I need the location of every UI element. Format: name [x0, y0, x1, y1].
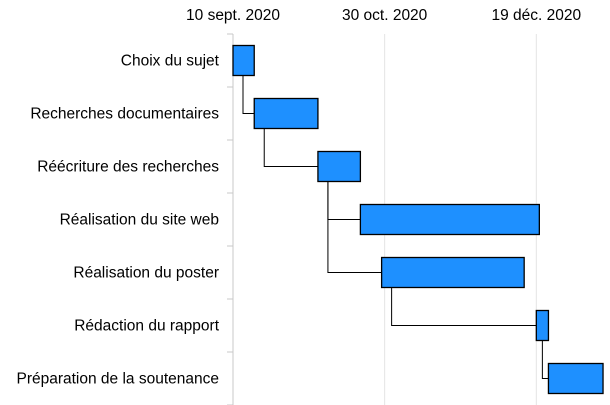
x-tick-label: 10 sept. 2020 [186, 7, 280, 24]
dependency-connector [242, 75, 255, 114]
dependency-connector [391, 287, 537, 326]
task-label-layer: Choix du sujet Recherches documentaires Ré… [16, 53, 219, 388]
task-label: Choix du sujet [121, 53, 220, 70]
task-label: Réalisation du site web [60, 212, 219, 229]
task-label: Réalisation du poster [73, 265, 219, 282]
dependency-connector [327, 181, 361, 220]
task-label: Préparation de la soutenance [16, 371, 219, 388]
task-bar [547, 362, 604, 395]
task-bar [535, 309, 550, 342]
task-bar [317, 150, 362, 183]
task-label: Réécriture des recherches [37, 159, 219, 176]
task-bar [253, 97, 319, 130]
x-tick-label: 19 déc. 2020 [491, 7, 581, 24]
task-bar [232, 44, 255, 77]
dependency-connector [327, 181, 382, 273]
axis-layer: 10 sept. 2020 30 oct. 2020 19 déc. 2020 [186, 7, 581, 405]
x-tick-label: 30 oct. 2020 [342, 7, 428, 24]
bar-layer [232, 44, 604, 395]
dependency-layer [242, 75, 549, 379]
dependency-connector [263, 128, 318, 167]
task-bar [359, 203, 540, 236]
dependency-connector [541, 340, 549, 379]
task-label: Rédaction du rapport [74, 318, 219, 335]
task-label: Recherches documentaires [30, 106, 219, 123]
task-bar [380, 256, 525, 289]
